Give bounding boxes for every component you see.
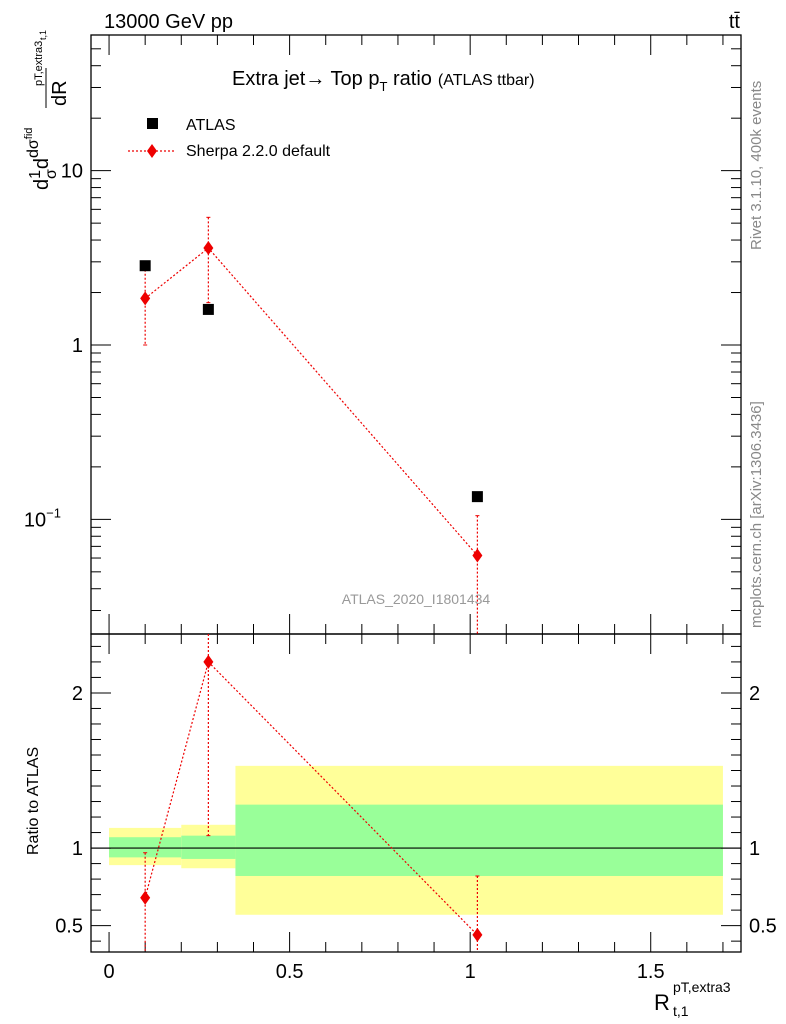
ratio-y-tick-label-right: 0.5: [749, 916, 777, 938]
ratio-band-inner: [109, 837, 182, 858]
legend: ATLAS Sherpa 2.2.0 default: [128, 117, 331, 160]
ratio-sherpa-point: [140, 890, 151, 905]
ratio-y-tick-label-right: 1: [749, 838, 760, 860]
ratio-y-tick-label: 2: [72, 683, 83, 705]
svg-text:d1σddσfid: d1σddσfid: [23, 128, 60, 190]
main-panel-frame: 10 1 10−1: [24, 34, 742, 635]
x-tick-label: 0: [103, 961, 114, 983]
process-label: tt̄: [729, 11, 741, 33]
svg-text:pT,extra3: pT,extra3: [673, 979, 731, 995]
sherpa-point: [140, 291, 151, 306]
ratio-y-tick-label: 0.5: [55, 916, 83, 938]
svg-text:t,1: t,1: [673, 1003, 689, 1019]
svg-text:pT,extra3: pT,extra3: [33, 41, 45, 86]
ratio-sherpa-point: [472, 927, 483, 942]
sherpa-point: [203, 241, 214, 256]
mcplots-label: mcplots.cern.ch [arXiv:1306.3436]: [748, 401, 765, 628]
atlas-point: [471, 491, 483, 503]
atlas-point: [139, 260, 151, 272]
main-y-tick-label: 10−1: [24, 505, 61, 531]
ratio-band-inner: [181, 835, 236, 859]
energy-label: 13000 GeV pp: [104, 11, 233, 33]
analysis-watermark: ATLAS_2020_I1801434: [342, 591, 491, 607]
legend-sherpa-label: Sherpa 2.2.0 default: [186, 143, 331, 160]
ratio-y-axis-label: Ratio to ATLAS: [25, 747, 42, 855]
ratio-y-tick-label-right: 2: [749, 683, 760, 705]
ratio-panel-frame: 0 0.5 1 1.5 0.5 0.5 1 1 2 2: [55, 35, 777, 983]
main-panel-series: [139, 216, 483, 634]
chart-title: Extra jet→ Top pT ratio (ATLAS ttbar): [232, 68, 535, 94]
ratio-panel-border: [90, 633, 742, 953]
legend-sherpa-marker: [147, 144, 157, 158]
x-tick-label: 1.5: [637, 961, 665, 983]
svg-text:dR: dR: [49, 80, 71, 106]
x-axis-label: R pT,extra3 t,1: [654, 979, 731, 1019]
sherpa-point: [472, 548, 483, 563]
ratio-sherpa-point: [203, 654, 214, 669]
ratio-panel-series: [140, 634, 483, 952]
legend-atlas-marker: [147, 118, 158, 129]
atlas-point: [202, 303, 214, 315]
ratio-band-inner: [235, 804, 723, 876]
svg-text:t,1: t,1: [38, 30, 48, 40]
sherpa-line: [144, 247, 478, 556]
x-tick-label: 0.5: [276, 961, 304, 983]
main-y-tick-label: 1: [72, 335, 83, 357]
main-y-axis-label: d1σddσfid dR pT,extra3 t,1: [23, 30, 71, 190]
ratio-y-tick-label: 1: [72, 838, 83, 860]
legend-atlas-label: ATLAS: [186, 117, 236, 134]
ratio-uncertainty-bands: [91, 765, 741, 915]
x-tick-label: 1: [465, 961, 476, 983]
rivet-version-label: Rivet 3.1.10, 400k events: [748, 81, 765, 250]
main-y-tick-label: 10: [61, 161, 83, 183]
svg-text:R: R: [654, 990, 670, 1015]
